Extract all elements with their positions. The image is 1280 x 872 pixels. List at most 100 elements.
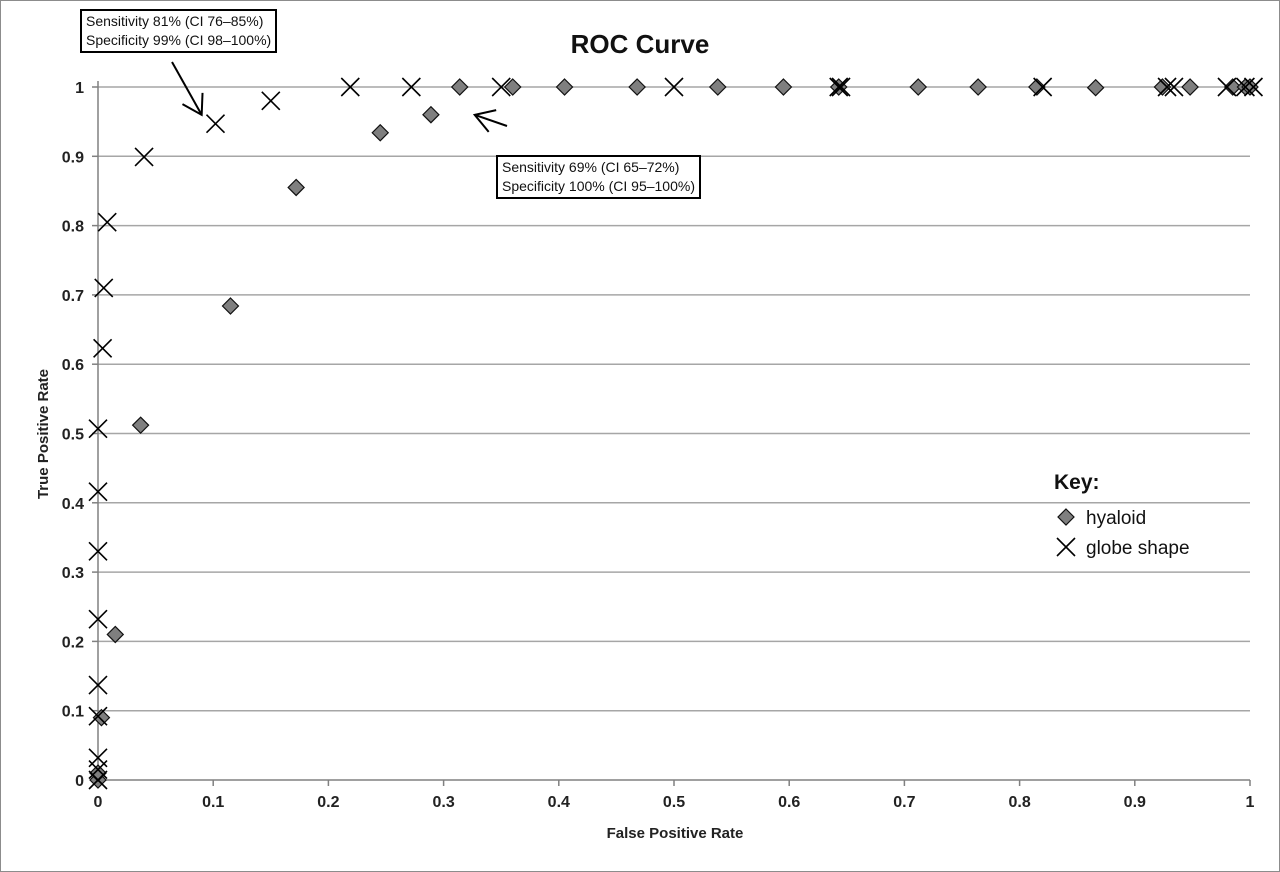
x-marker-stroke [340,77,360,97]
x-marker-stroke [88,541,108,561]
x-marker-stroke [831,77,851,97]
data-point-diamond [287,178,305,197]
legend-label: hyaloid [1086,508,1146,529]
data-point-diamond [708,78,727,96]
data-point-x [340,77,360,97]
data-point-diamond [1181,78,1199,96]
y-tick-label: 0.6 [62,357,84,374]
data-point-x [88,419,108,439]
x-marker-stroke [205,114,226,134]
y-tick-label: 0.5 [62,427,84,444]
data-point-x [1033,77,1053,97]
legend-items: hyaloid globe shape [1056,508,1190,559]
data-point-diamond [371,123,390,142]
data-point-x [491,77,511,97]
annotation-1-specificity: Specificity 99% (CI 98–100%) [86,32,272,48]
x-tick-label: 0.7 [893,794,915,811]
data-point-x [88,706,108,726]
legend: Key: hyaloid globe shape [1054,471,1190,559]
data-point-diamond [555,78,574,96]
annotation-1-sensitivity: Sensitivity 81% (CI 76–85%) [86,13,264,29]
annotation-2-specificity: Specificity 100% (CI 95–100%) [502,178,695,194]
data-point-diamond [503,78,522,96]
x-marker-stroke [88,609,108,629]
data-point-x [205,114,226,134]
x-marker-stroke [1243,77,1264,97]
x-tick-label: 0.1 [202,794,224,811]
data-point-diamond [1223,78,1242,96]
data-point-x [1164,77,1184,97]
legend-label: globe shape [1086,538,1190,559]
x-marker-stroke [88,770,108,790]
x-marker-stroke [94,278,114,298]
x-marker-stroke [1164,77,1184,97]
x-tick-label: 0.6 [778,794,800,811]
data-point-x [88,541,108,561]
y-axis-label: True Positive Rate [35,369,52,499]
data-point-diamond [106,625,125,644]
chart-title: ROC Curve [571,29,710,59]
annotation-2-sensitivity: Sensitivity 69% (CI 65–72%) [502,159,680,175]
data-point-x [829,77,849,97]
y-tick-label: 0.7 [62,288,84,305]
annotation-arrow-shaft [171,61,203,116]
data-point-x [831,77,851,97]
data-point-diamond [628,78,646,96]
data-point-x [1235,77,1255,97]
data-point-x [94,278,114,298]
x-tick-label: 0.9 [1124,794,1146,811]
y-tick-label: 0.4 [62,496,84,513]
x-tick-labels: 0 0.1 0.2 0.3 0.4 0.5 0.6 0.7 0.8 0.9 1 [94,794,1255,811]
x-tick-label: 0.3 [432,794,454,811]
y-tick-label: 0.2 [62,634,84,651]
data-point-diamond [1028,78,1046,96]
x-marker-stroke [134,147,154,167]
x-marker-stroke [88,748,108,768]
legend-x-icon [1056,537,1076,557]
data-point-x [261,91,281,111]
data-point-x [97,212,117,232]
series-1 [88,77,1264,790]
data-point-diamond [450,78,469,96]
y-tick-label: 0.1 [62,704,84,721]
annotation-arrows [171,61,508,133]
data-point-diamond [909,78,928,96]
x-marker-stroke [88,675,108,695]
y-tick-labels: 0 0.1 0.2 0.3 0.4 0.5 0.6 0.7 0.8 0.9 1 [62,80,84,790]
x-marker-stroke [401,77,421,97]
data-point-x [88,675,108,695]
x-marker-stroke [664,77,684,97]
x-tick-label: 1 [1246,794,1255,811]
y-tick-label: 1 [75,80,84,97]
annotation-arrow-shaft [474,113,508,127]
x-marker-stroke [88,482,108,502]
data-point-x [1243,77,1264,97]
data-point-diamond [1086,78,1105,97]
data-point-diamond [774,78,793,96]
gridlines [92,86,1250,781]
data-point-diamond [221,297,240,315]
data-point-x [1217,77,1237,97]
annotation-callout-2: Sensitivity 69% (CI 65–72%) Specificity … [496,155,701,199]
x-tick-label: 0.4 [548,794,570,811]
data-point-x [88,609,108,629]
y-tick-label: 0 [75,773,84,790]
data-point-diamond [969,78,987,96]
data-point-x [88,770,108,790]
y-tick-label: 0.8 [62,219,84,236]
x-tick-label: 0 [94,794,103,811]
x-marker-stroke [88,706,108,726]
x-marker-stroke [88,419,108,439]
x-marker-stroke [1217,77,1237,97]
x-marker-stroke [97,212,117,232]
x-axis-label: False Positive Rate [607,825,744,842]
y-tick-label: 0.3 [62,565,84,582]
data-point-diamond [131,416,150,435]
data-point-diamond [422,105,440,124]
x-tick-label: 0.5 [663,794,685,811]
data-point-x [1157,77,1177,97]
annotation-arrow-head [472,109,497,133]
series-0 [89,78,1259,789]
x-marker-stroke [261,91,281,111]
